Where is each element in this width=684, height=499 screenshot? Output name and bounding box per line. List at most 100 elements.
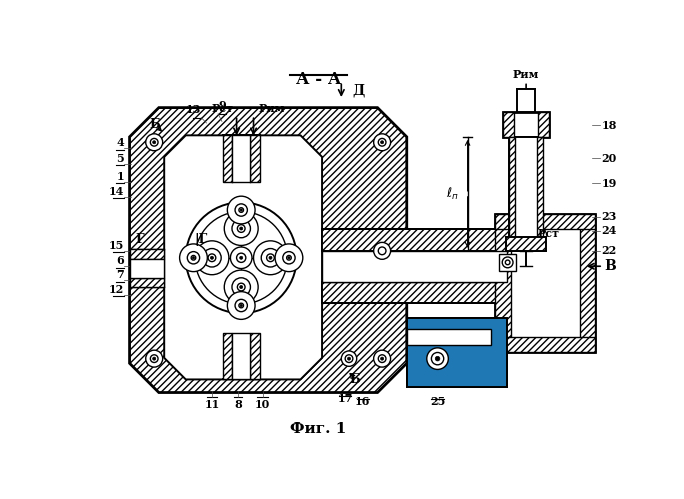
Bar	[232, 135, 250, 182]
Circle shape	[227, 196, 255, 224]
Circle shape	[378, 247, 386, 254]
Bar	[407, 329, 492, 345]
Text: Б: Б	[150, 118, 160, 131]
Text: 14: 14	[109, 186, 124, 197]
Circle shape	[347, 357, 350, 360]
Circle shape	[208, 254, 215, 261]
Circle shape	[254, 241, 287, 275]
Circle shape	[211, 256, 213, 259]
Bar	[495, 214, 595, 352]
Circle shape	[224, 212, 258, 246]
Circle shape	[153, 141, 156, 144]
Bar	[322, 281, 507, 303]
Text: Рим: Рим	[258, 103, 285, 114]
Circle shape	[432, 352, 444, 365]
Circle shape	[224, 270, 258, 304]
Circle shape	[239, 303, 244, 308]
Circle shape	[505, 260, 510, 264]
Circle shape	[227, 291, 255, 319]
Circle shape	[269, 256, 272, 259]
Text: В: В	[605, 259, 616, 273]
Circle shape	[427, 348, 448, 369]
Circle shape	[150, 138, 158, 146]
Text: 8: 8	[234, 399, 242, 410]
Circle shape	[240, 209, 242, 211]
Circle shape	[186, 202, 297, 313]
Text: Рим: Рим	[513, 69, 539, 80]
Bar	[495, 214, 511, 352]
Text: 6: 6	[116, 255, 124, 266]
Circle shape	[237, 253, 246, 262]
Text: 12: 12	[109, 284, 124, 295]
Text: 9: 9	[218, 100, 226, 111]
Text: 19: 19	[601, 178, 617, 189]
Circle shape	[180, 244, 207, 271]
Text: 24: 24	[601, 226, 617, 237]
Circle shape	[239, 227, 243, 230]
Bar	[506, 237, 546, 251]
Circle shape	[287, 255, 291, 260]
Text: Рст: Рст	[211, 103, 233, 114]
Bar	[509, 137, 543, 245]
Circle shape	[239, 256, 243, 259]
Text: 22: 22	[601, 246, 617, 256]
Text: 18: 18	[601, 120, 617, 131]
Text: 20: 20	[601, 153, 617, 164]
Circle shape	[282, 251, 295, 264]
Circle shape	[202, 249, 221, 267]
Circle shape	[237, 225, 245, 233]
Text: Рст: Рст	[538, 228, 560, 239]
Polygon shape	[164, 135, 322, 379]
Bar	[499, 254, 516, 271]
Polygon shape	[129, 108, 407, 393]
Text: Фиг. 1: Фиг. 1	[290, 423, 346, 437]
Text: Г: Г	[135, 233, 144, 246]
Bar	[538, 112, 549, 137]
Bar	[129, 278, 164, 287]
Bar	[495, 214, 595, 229]
Text: 1: 1	[116, 171, 124, 182]
Bar	[250, 333, 260, 379]
Circle shape	[239, 208, 244, 213]
Text: Д: Д	[353, 84, 365, 98]
Text: 10: 10	[255, 399, 270, 410]
Text: Б: Б	[350, 373, 360, 386]
Circle shape	[261, 249, 280, 267]
Bar	[129, 258, 164, 278]
Text: 4: 4	[116, 137, 124, 148]
Circle shape	[275, 244, 303, 271]
Text: 11: 11	[205, 399, 220, 410]
Circle shape	[232, 219, 250, 238]
Bar	[517, 89, 536, 112]
Bar	[503, 112, 549, 137]
Bar	[250, 135, 260, 182]
Circle shape	[373, 243, 391, 259]
Bar	[495, 337, 595, 352]
Circle shape	[235, 204, 248, 216]
Circle shape	[288, 256, 290, 259]
Bar	[223, 333, 232, 379]
Bar	[509, 137, 515, 245]
Text: 13: 13	[186, 104, 201, 115]
Circle shape	[150, 355, 158, 362]
Circle shape	[146, 350, 163, 367]
Circle shape	[187, 251, 200, 264]
Bar	[232, 333, 250, 379]
Text: 25: 25	[430, 396, 445, 407]
Text: |Г: |Г	[194, 233, 208, 246]
Circle shape	[380, 357, 384, 360]
Circle shape	[195, 241, 229, 275]
Bar	[580, 214, 595, 352]
Circle shape	[239, 285, 243, 288]
Bar	[537, 137, 543, 245]
Bar	[407, 318, 507, 387]
Text: $\ell_п$: $\ell_п$	[445, 186, 458, 202]
Bar	[503, 112, 514, 137]
Bar	[407, 318, 507, 387]
Text: 23: 23	[601, 212, 617, 223]
Bar	[129, 250, 164, 258]
Circle shape	[380, 141, 384, 144]
Text: 16: 16	[355, 396, 371, 407]
Circle shape	[235, 299, 248, 312]
Circle shape	[378, 355, 386, 362]
